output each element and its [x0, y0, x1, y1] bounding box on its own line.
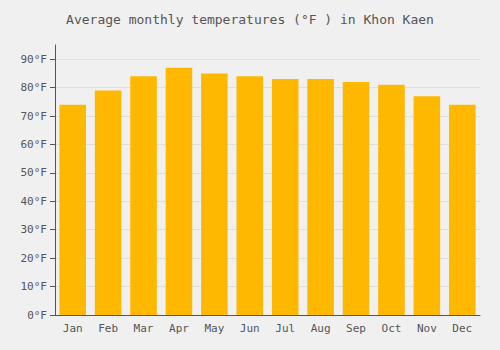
- svg-text:50°F: 50°F: [21, 166, 48, 179]
- svg-text:60°F: 60°F: [21, 138, 48, 151]
- svg-text:Jan: Jan: [63, 322, 83, 335]
- svg-text:40°F: 40°F: [21, 195, 48, 208]
- svg-text:Aug: Aug: [311, 322, 331, 335]
- svg-text:Sep: Sep: [346, 322, 366, 335]
- svg-text:Jul: Jul: [275, 322, 295, 335]
- svg-text:Jun: Jun: [240, 322, 260, 335]
- svg-text:Nov: Nov: [417, 322, 437, 335]
- svg-text:Dec: Dec: [452, 322, 472, 335]
- svg-text:70°F: 70°F: [21, 110, 48, 123]
- svg-text:Oct: Oct: [382, 322, 402, 335]
- svg-text:80°F: 80°F: [21, 81, 48, 94]
- svg-text:May: May: [204, 322, 224, 335]
- svg-text:10°F: 10°F: [21, 280, 48, 293]
- svg-text:90°F: 90°F: [21, 53, 48, 66]
- svg-text:Feb: Feb: [98, 322, 118, 335]
- svg-text:20°F: 20°F: [21, 252, 48, 265]
- svg-text:Mar: Mar: [134, 322, 154, 335]
- svg-text:30°F: 30°F: [21, 223, 48, 236]
- svg-text:Apr: Apr: [169, 322, 189, 335]
- svg-text:Average monthly temperatures (: Average monthly temperatures (°F ) in Kh…: [66, 12, 434, 27]
- svg-text:0°F: 0°F: [27, 309, 47, 322]
